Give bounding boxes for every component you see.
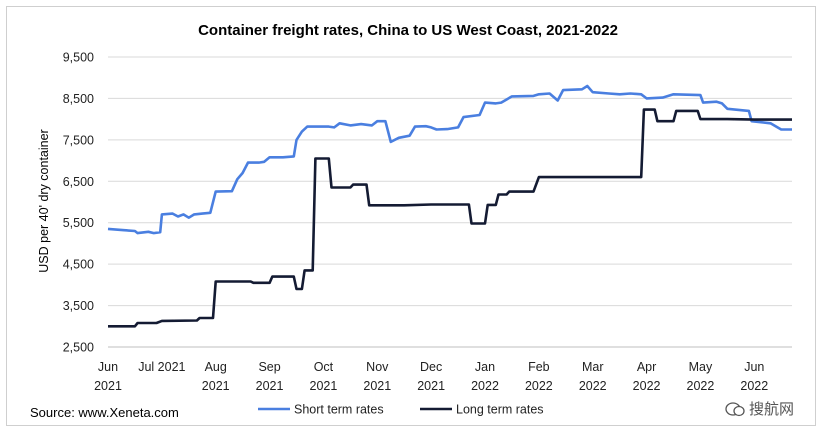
x-tick-year: 2022: [740, 379, 768, 393]
x-tick-month: Jun: [744, 360, 764, 374]
x-tick-label: Jun 2021: [94, 360, 122, 393]
x-tick-year: 2021: [417, 379, 445, 393]
y-tick-label: 9,500: [63, 51, 94, 65]
x-tick-month: Dec: [420, 360, 442, 374]
x-tick-month: May: [689, 360, 713, 374]
y-axis-label: USD per 40' dry container: [37, 129, 51, 272]
x-tick-label: Jul 2021: [138, 360, 185, 374]
x-tick-label: Sep 2021: [256, 360, 284, 393]
watermark: 搜航网: [725, 398, 794, 419]
x-tick-label: Mar 2022: [579, 360, 607, 393]
x-tick-month: Aug: [205, 360, 227, 374]
x-tick-year: 2021: [363, 379, 391, 393]
x-tick-year: 2021: [256, 379, 284, 393]
series-line-short-term: [107, 84, 792, 235]
x-tick-month: Nov: [366, 360, 389, 374]
y-tick-label: 7,500: [63, 133, 94, 147]
series-line-long-term: [108, 108, 792, 328]
y-tick-label: 3,500: [63, 299, 94, 313]
x-tick-label: May 2022: [687, 360, 715, 393]
x-tick-month: Mar: [582, 360, 604, 374]
watermark-text: 搜航网: [748, 401, 794, 418]
x-tick-year: 2022: [525, 379, 553, 393]
legend-item: Long term rates: [420, 403, 544, 417]
y-tick-label: 8,500: [63, 92, 94, 106]
chart-frame: [6, 6, 816, 426]
x-tick-year: 2022: [687, 379, 715, 393]
x-tick-year: 2022: [471, 379, 499, 393]
x-tick-year: 2021: [202, 379, 230, 393]
x-tick-label: Jun 2022: [740, 360, 768, 393]
x-tick-label: Nov 2021: [363, 360, 391, 393]
x-tick-year: 2022: [579, 379, 607, 393]
y-tick-label: 2,500: [63, 341, 94, 355]
watermark-logo-icon: [725, 401, 745, 416]
x-tick-label: Feb 2022: [525, 360, 553, 393]
x-tick-month: Jan: [475, 360, 495, 374]
x-tick-label: Oct 2021: [310, 360, 338, 393]
x-tick-month: Oct: [314, 360, 334, 374]
legend-label: Short term rates: [294, 403, 384, 417]
x-tick-year: 2022: [633, 379, 661, 393]
x-tick-month: Feb: [528, 360, 550, 374]
y-tick-label: 5,500: [63, 216, 94, 230]
chart-title: Container freight rates, China to US Wes…: [198, 22, 618, 39]
x-tick-label: Aug 2021: [202, 360, 230, 393]
x-tick-label: Dec 2021: [417, 360, 445, 393]
x-tick-month: Jul 2021: [138, 360, 185, 374]
x-tick-year: 2021: [94, 379, 122, 393]
legend-label: Long term rates: [456, 403, 544, 417]
x-tick-label: Apr 2022: [633, 360, 661, 393]
source-note: Source: www.Xeneta.com: [30, 405, 179, 420]
x-tick-month: Apr: [637, 360, 656, 374]
x-tick-label: Jan 2022: [471, 360, 499, 393]
x-tick-month: Sep: [258, 360, 280, 374]
legend-item: Short term rates: [258, 403, 384, 417]
x-tick-year: 2021: [310, 379, 338, 393]
y-tick-label: 6,500: [63, 175, 94, 189]
x-tick-month: Jun: [98, 360, 118, 374]
y-tick-label: 4,500: [63, 258, 94, 272]
